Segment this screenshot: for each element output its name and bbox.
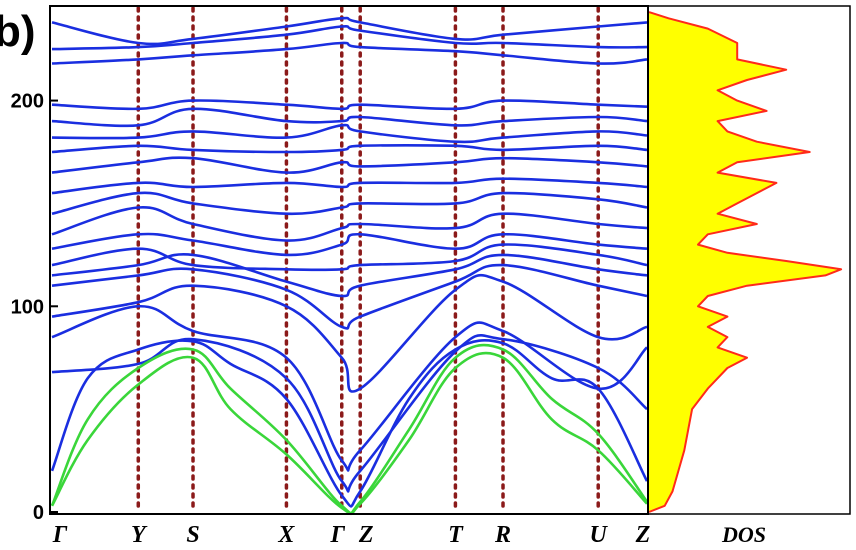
k-point-label: X [277, 522, 295, 548]
optical-band [51, 143, 648, 154]
y-tick-label: 0 [33, 502, 44, 524]
dos-fill [649, 12, 842, 512]
panel-label: b) [0, 7, 36, 56]
optical-band [51, 156, 648, 174]
optical-band [51, 123, 648, 144]
optical-band [51, 25, 648, 51]
optical-band [51, 107, 648, 128]
dos-curve [648, 11, 843, 513]
k-point-label: Γ [52, 522, 68, 548]
optical-band [51, 274, 648, 393]
dos-label: DOS [721, 522, 766, 547]
high-symmetry-lines [136, 6, 600, 514]
y-tick-label: 100 [11, 296, 44, 318]
optical-band [51, 191, 648, 216]
k-point-label: Z [358, 522, 374, 548]
k-point-label: Y [131, 522, 148, 548]
optical-band [51, 333, 648, 493]
optical-band [50, 339, 649, 508]
optical-band [51, 177, 648, 195]
k-point-label: R [494, 522, 511, 548]
y-axis-ticks: 0 100 200 [11, 91, 58, 524]
k-point-label: T [448, 522, 464, 548]
optical-band [51, 206, 648, 242]
k-point-label: S [186, 522, 199, 548]
dos-frame [647, 5, 851, 515]
optical-band [51, 16, 648, 46]
band-curves [50, 16, 649, 516]
optical-band [51, 243, 648, 272]
y-tick-label: 200 [11, 91, 44, 113]
optical-band [51, 99, 648, 111]
optical-band [51, 253, 648, 298]
k-point-label: U [590, 522, 609, 548]
optical-band [51, 263, 648, 330]
optical-band [51, 232, 648, 257]
optical-band [51, 304, 648, 472]
optical-band [51, 41, 648, 65]
k-point-label: Z [635, 522, 651, 548]
dos-panel [648, 11, 843, 513]
k-point-label: Γ [330, 522, 346, 548]
